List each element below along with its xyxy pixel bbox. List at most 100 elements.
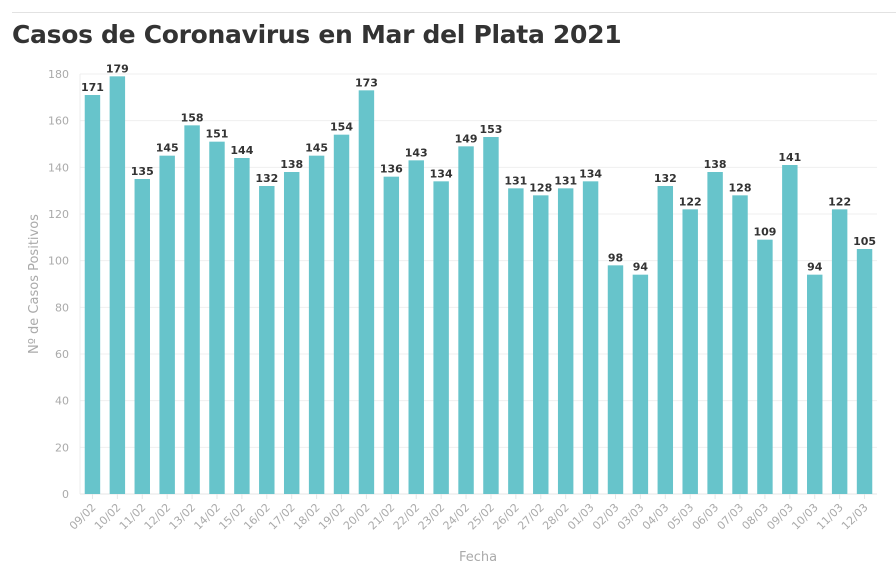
data-label: 141: [778, 151, 801, 164]
bar[interactable]: [831, 209, 848, 495]
data-label: 145: [156, 142, 179, 155]
bar[interactable]: [782, 165, 798, 494]
bar[interactable]: [109, 76, 126, 494]
bar[interactable]: [557, 188, 574, 495]
data-label: 143: [405, 146, 428, 159]
bars: [84, 76, 873, 495]
y-tick-label: 40: [55, 395, 69, 408]
x-tick-label: 02/03: [590, 501, 622, 533]
data-label: 151: [206, 128, 229, 141]
data-label: 171: [81, 81, 104, 94]
y-tick-label: 100: [48, 255, 69, 268]
bar[interactable]: [433, 181, 449, 495]
data-label: 136: [380, 163, 403, 176]
x-tick-label: 10/02: [92, 501, 124, 533]
x-tick-label: 13/02: [167, 501, 199, 533]
y-axis-label: Nº de Casos Positivos: [27, 214, 42, 354]
x-tick-label: 11/02: [117, 501, 149, 533]
x-tick-label: 24/02: [441, 501, 473, 533]
bar[interactable]: [632, 274, 649, 494]
x-tick-label: 09/03: [764, 501, 796, 533]
x-tick-label: 18/02: [291, 501, 323, 533]
data-label: 138: [704, 158, 727, 171]
data-label: 128: [529, 181, 552, 194]
bar[interactable]: [707, 172, 723, 494]
data-label: 94: [807, 261, 823, 274]
bar[interactable]: [184, 125, 200, 494]
x-tick-label: 26/02: [490, 501, 522, 533]
x-tick-label: 05/03: [665, 501, 697, 533]
x-tick-label: 17/02: [266, 501, 298, 533]
y-tick-label: 120: [48, 208, 69, 221]
data-label: 131: [504, 174, 527, 187]
bar[interactable]: [682, 209, 698, 495]
y-tick-label: 60: [55, 348, 69, 361]
bar[interactable]: [508, 188, 524, 495]
data-label: 132: [255, 172, 278, 185]
x-tick-label: 19/02: [316, 501, 348, 533]
data-label: 154: [330, 121, 353, 134]
x-tick-label: 12/02: [142, 501, 174, 533]
x-tick-label: 08/03: [739, 501, 771, 533]
y-axis-ticks: 0 20 40 60 80 100 120 140 160 180: [48, 68, 69, 501]
y-tick-label: 80: [55, 301, 69, 314]
data-label: 105: [853, 235, 876, 248]
x-axis-ticks: 09/0210/0211/0212/0213/0214/0215/0216/02…: [67, 494, 871, 533]
y-tick-label: 20: [55, 441, 69, 454]
x-tick-label: 09/02: [67, 501, 99, 533]
y-tick-label: 160: [48, 115, 69, 128]
data-label: 109: [753, 226, 776, 239]
data-labels: 1711791351451581511441321381451541731361…: [81, 62, 876, 273]
bar[interactable]: [234, 158, 250, 494]
bar[interactable]: [607, 265, 624, 494]
bar[interactable]: [458, 146, 474, 495]
bar[interactable]: [333, 134, 350, 494]
bar[interactable]: [134, 179, 150, 494]
bar[interactable]: [283, 172, 300, 494]
x-tick-label: 16/02: [241, 501, 273, 533]
data-label: 149: [455, 132, 478, 145]
bar[interactable]: [483, 137, 499, 494]
x-tick-label: 01/03: [565, 501, 597, 533]
x-tick-label: 22/02: [391, 501, 423, 533]
bar[interactable]: [856, 249, 873, 494]
bar[interactable]: [159, 155, 175, 494]
data-label: 94: [633, 261, 649, 274]
data-label: 158: [181, 111, 204, 124]
y-tick-label: 140: [48, 161, 69, 174]
y-tick-label: 0: [62, 488, 69, 501]
data-label: 135: [131, 165, 154, 178]
bar[interactable]: [383, 176, 400, 494]
bar[interactable]: [732, 195, 748, 495]
bar[interactable]: [757, 239, 773, 494]
bar[interactable]: [582, 181, 599, 495]
x-tick-label: 20/02: [341, 501, 373, 533]
data-label: 145: [305, 142, 328, 155]
chart-title: Casos de Coronavirus en Mar del Plata 20…: [12, 20, 622, 49]
data-label: 122: [828, 195, 851, 208]
x-tick-label: 12/03: [839, 501, 871, 533]
x-tick-label: 21/02: [366, 501, 398, 533]
data-label: 122: [679, 195, 702, 208]
x-tick-label: 11/03: [814, 501, 846, 533]
x-tick-label: 06/03: [690, 501, 722, 533]
bar[interactable]: [533, 195, 549, 495]
bar[interactable]: [807, 274, 823, 494]
bar[interactable]: [209, 141, 225, 494]
x-tick-label: 27/02: [515, 501, 547, 533]
data-label: 134: [430, 167, 453, 180]
bar[interactable]: [84, 95, 101, 494]
data-label: 98: [608, 251, 623, 264]
top-divider: [12, 12, 896, 13]
x-tick-label: 25/02: [465, 501, 497, 533]
x-tick-label: 07/03: [715, 501, 747, 533]
bar[interactable]: [358, 90, 375, 494]
data-label: 131: [554, 174, 577, 187]
x-tick-label: 04/03: [640, 501, 672, 533]
bar[interactable]: [259, 186, 275, 494]
bar[interactable]: [308, 155, 325, 494]
bar[interactable]: [657, 186, 674, 494]
data-label: 173: [355, 76, 378, 89]
bar[interactable]: [408, 160, 424, 495]
